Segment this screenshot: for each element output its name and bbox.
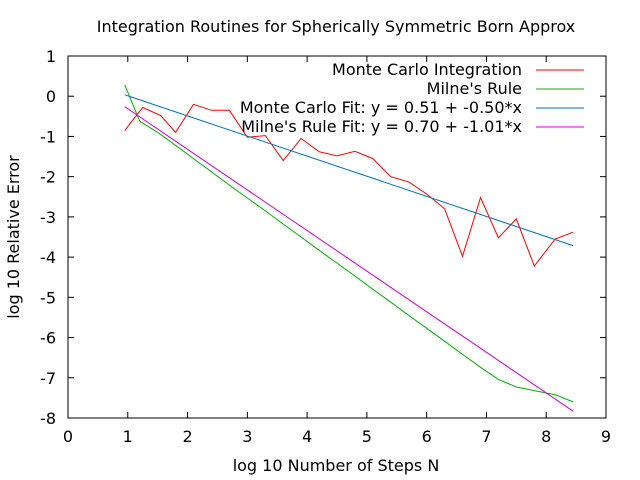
x-tick-label: 1 [123, 427, 133, 446]
legend-label-1: Milne's Rule [427, 79, 522, 98]
y-axis-label: log 10 Relative Error [4, 155, 23, 319]
x-tick-label: 4 [302, 427, 312, 446]
x-tick-label: 8 [541, 427, 551, 446]
x-tick-label: 7 [481, 427, 491, 446]
series-line-2 [124, 94, 574, 247]
axis-layer: 0 1 2 3 4 5 6 7 8 910-1-2-3-4-5-6-7-8 [40, 47, 611, 446]
x-tick-label: 3 [242, 427, 252, 446]
chart-title: Integration Routines for Spherically Sym… [97, 17, 576, 36]
legend-label-3: Milne's Rule Fit: y = 0.70 + -1.01*x [241, 117, 522, 136]
y-tick-label: -8 [40, 409, 56, 428]
x-tick-label: 9 [601, 427, 611, 446]
x-tick-label: 5 [362, 427, 372, 446]
x-tick-label: 2 [182, 427, 192, 446]
y-tick-label: 0 [46, 87, 56, 106]
series-layer [124, 84, 574, 412]
series-line-1 [124, 84, 574, 403]
legend-label-0: Monte Carlo Integration [332, 60, 522, 79]
y-tick-label: -3 [40, 208, 56, 227]
y-tick-label: -1 [40, 127, 56, 146]
y-tick-label: -2 [40, 168, 56, 187]
series-line-0 [124, 103, 574, 268]
legend-label-2: Monte Carlo Fit: y = 0.51 + -0.50*x [240, 98, 522, 117]
y-tick-label: -6 [40, 329, 56, 348]
y-tick-label: -7 [40, 369, 56, 388]
x-tick-label: 0 [63, 427, 73, 446]
plot-frame [67, 55, 607, 419]
y-tick-label: -4 [40, 248, 56, 267]
x-tick-label: 6 [422, 427, 432, 446]
y-tick-label: 1 [46, 47, 56, 66]
x-axis-label: log 10 Number of Steps N [233, 456, 440, 475]
series-line-3 [124, 106, 574, 412]
y-tick-label: -5 [40, 288, 56, 307]
